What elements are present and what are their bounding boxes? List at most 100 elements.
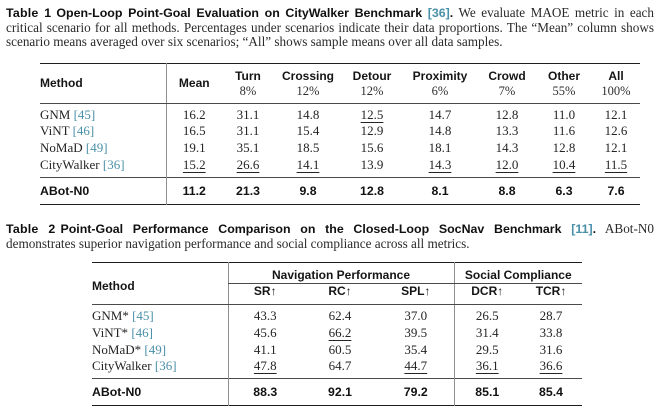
group-header-social-compliance: Social Compliance [453, 262, 583, 285]
col-header-label: Turn [235, 68, 261, 83]
citation-link[interactable]: [46] [72, 123, 95, 139]
col-header-label: Other [547, 68, 580, 83]
metric-value: 33.8 [539, 324, 563, 340]
method-name: CityWalker [40, 157, 100, 173]
metric-value: 14.3 [495, 140, 519, 156]
method-cell: ABot-N0 [40, 176, 166, 205]
table2-caption-body: ABot-N0 demonstrates superior navigation… [6, 220, 654, 251]
col-header-mean: Mean [165, 63, 222, 104]
citation-link[interactable]: [45] [73, 106, 96, 122]
value-cell: 92.1 [302, 378, 378, 406]
table-row: GNM* [45] 43.3 62.4 37.0 26.5 28.7 [92, 304, 582, 325]
citation-link[interactable]: [36] [427, 6, 450, 20]
metric-value: 45.6 [253, 324, 277, 340]
value-cell: 66.2 [302, 324, 378, 341]
value-cell: 6.3 [536, 176, 592, 205]
metric-value: 31.6 [539, 341, 563, 357]
method-name: NoMaD* [92, 341, 142, 357]
col-header-proximity: Proximity 6% [402, 63, 478, 104]
table-row: ViNT* [46] 45.6 66.2 39.5 31.4 33.8 [92, 324, 582, 342]
value-cell: 28.7 [520, 305, 582, 325]
metric-value: 18.1 [428, 140, 452, 156]
metric-value: 14.1 [296, 157, 320, 173]
metric-value: 18.5 [296, 140, 320, 156]
col-header-crowd: Crowd 7% [478, 63, 536, 104]
metric-value: 36.6 [539, 358, 563, 374]
metric-value: 31.1 [236, 123, 260, 139]
method-cell: NoMaD* [49] [92, 341, 228, 358]
metric-value: 47.8 [253, 358, 277, 374]
metric-value: 29.5 [475, 341, 499, 357]
value-cell: 12.9 [342, 123, 402, 140]
metric-value: 43.3 [253, 308, 277, 324]
value-cell: 85.4 [520, 378, 583, 406]
value-cell: 7.6 [592, 176, 640, 205]
value-cell: 85.1 [453, 378, 521, 406]
col-header-all: All 100% [592, 63, 640, 104]
value-cell: 39.5 [378, 324, 454, 341]
value-cell: 12.5 [342, 103, 402, 123]
metric-value: 35.1 [236, 140, 260, 156]
value-cell: 26.5 [453, 304, 521, 325]
value-cell: 8.8 [478, 176, 536, 205]
metric-value: 14.3 [428, 157, 452, 173]
value-cell: 47.8 [227, 357, 302, 379]
value-cell: 26.6 [222, 157, 274, 178]
citation-link[interactable]: [36] [102, 157, 125, 173]
table-row: ViNT [46] 16.5 31.1 15.4 12.9 14.8 13.3 … [40, 122, 640, 140]
metric-value: 37.0 [404, 308, 428, 324]
metric-value: 13.3 [495, 123, 519, 139]
method-cell: CityWalker [36] [40, 157, 166, 178]
col-header-dcr: DCR↑ [453, 283, 521, 306]
value-cell: 12.8 [342, 176, 402, 205]
metric-value: 14.8 [296, 106, 320, 122]
metric-value: 35.4 [404, 341, 428, 357]
value-cell: 41.1 [227, 341, 302, 358]
metric-value: 26.5 [475, 308, 499, 324]
table1-caption-title: Open-Loop Point-Goal Evaluation on CityW… [56, 6, 423, 20]
table-row: GNM [45] 16.2 31.1 14.8 12.5 14.7 12.8 1… [40, 103, 640, 123]
method-name: CityWalker [92, 358, 152, 374]
col-header-label: Proximity [412, 68, 468, 83]
citation-link[interactable]: [11] [571, 221, 593, 236]
value-cell: 37.0 [378, 305, 454, 325]
citation-link[interactable]: [49] [144, 341, 167, 357]
value-cell: 18.1 [402, 140, 478, 157]
citation-link[interactable]: [46] [131, 324, 153, 340]
table-row: CityWalker [36] 15.2 26.6 14.1 13.9 14.3… [40, 156, 640, 178]
citation-link[interactable]: [36] [154, 358, 177, 374]
value-cell: 9.8 [274, 176, 342, 205]
method-cell: GNM* [45] [92, 305, 228, 325]
metric-value: 10.4 [552, 157, 576, 173]
metric-value: 64.7 [328, 358, 352, 374]
metric-value: 31.4 [475, 324, 499, 340]
value-cell: 12.1 [592, 103, 640, 123]
citation-link[interactable]: [45] [132, 308, 154, 324]
value-cell: 11.6 [536, 123, 592, 140]
metric-value: 31.1 [236, 106, 260, 122]
value-cell: 35.1 [222, 140, 274, 157]
metric-value: 11.0 [552, 106, 576, 122]
metric-value: 15.6 [360, 140, 384, 156]
table1-caption-label: Table 1 [6, 6, 52, 20]
value-cell: 33.8 [520, 324, 582, 341]
metric-value: 11.5 [604, 157, 628, 173]
value-cell: 11.2 [165, 176, 222, 205]
col-header-sr: SR↑ [227, 283, 302, 306]
table-row: NoMaD [49] 19.1 35.1 18.5 15.6 18.1 14.3… [40, 139, 640, 157]
col-header-rc: RC↑ [302, 283, 378, 306]
metric-value: 39.5 [404, 324, 428, 340]
table1-header-row: Method Mean Turn 8% Crossing 12% Detour 12%… [40, 63, 640, 104]
metric-value: 12.8 [552, 140, 576, 156]
value-cell: 79.2 [378, 378, 455, 406]
col-header-spl: SPL↑ [378, 283, 455, 306]
method-cell: GNM [45] [40, 103, 166, 123]
value-cell: 10.4 [536, 157, 592, 178]
citation-link[interactable]: [49] [85, 140, 108, 156]
value-cell: 36.6 [520, 358, 582, 379]
value-cell: 14.3 [478, 140, 536, 157]
col-header-pct: 7% [498, 83, 516, 98]
metric-value: 15.2 [182, 157, 206, 173]
metric-value: 26.6 [236, 157, 260, 173]
